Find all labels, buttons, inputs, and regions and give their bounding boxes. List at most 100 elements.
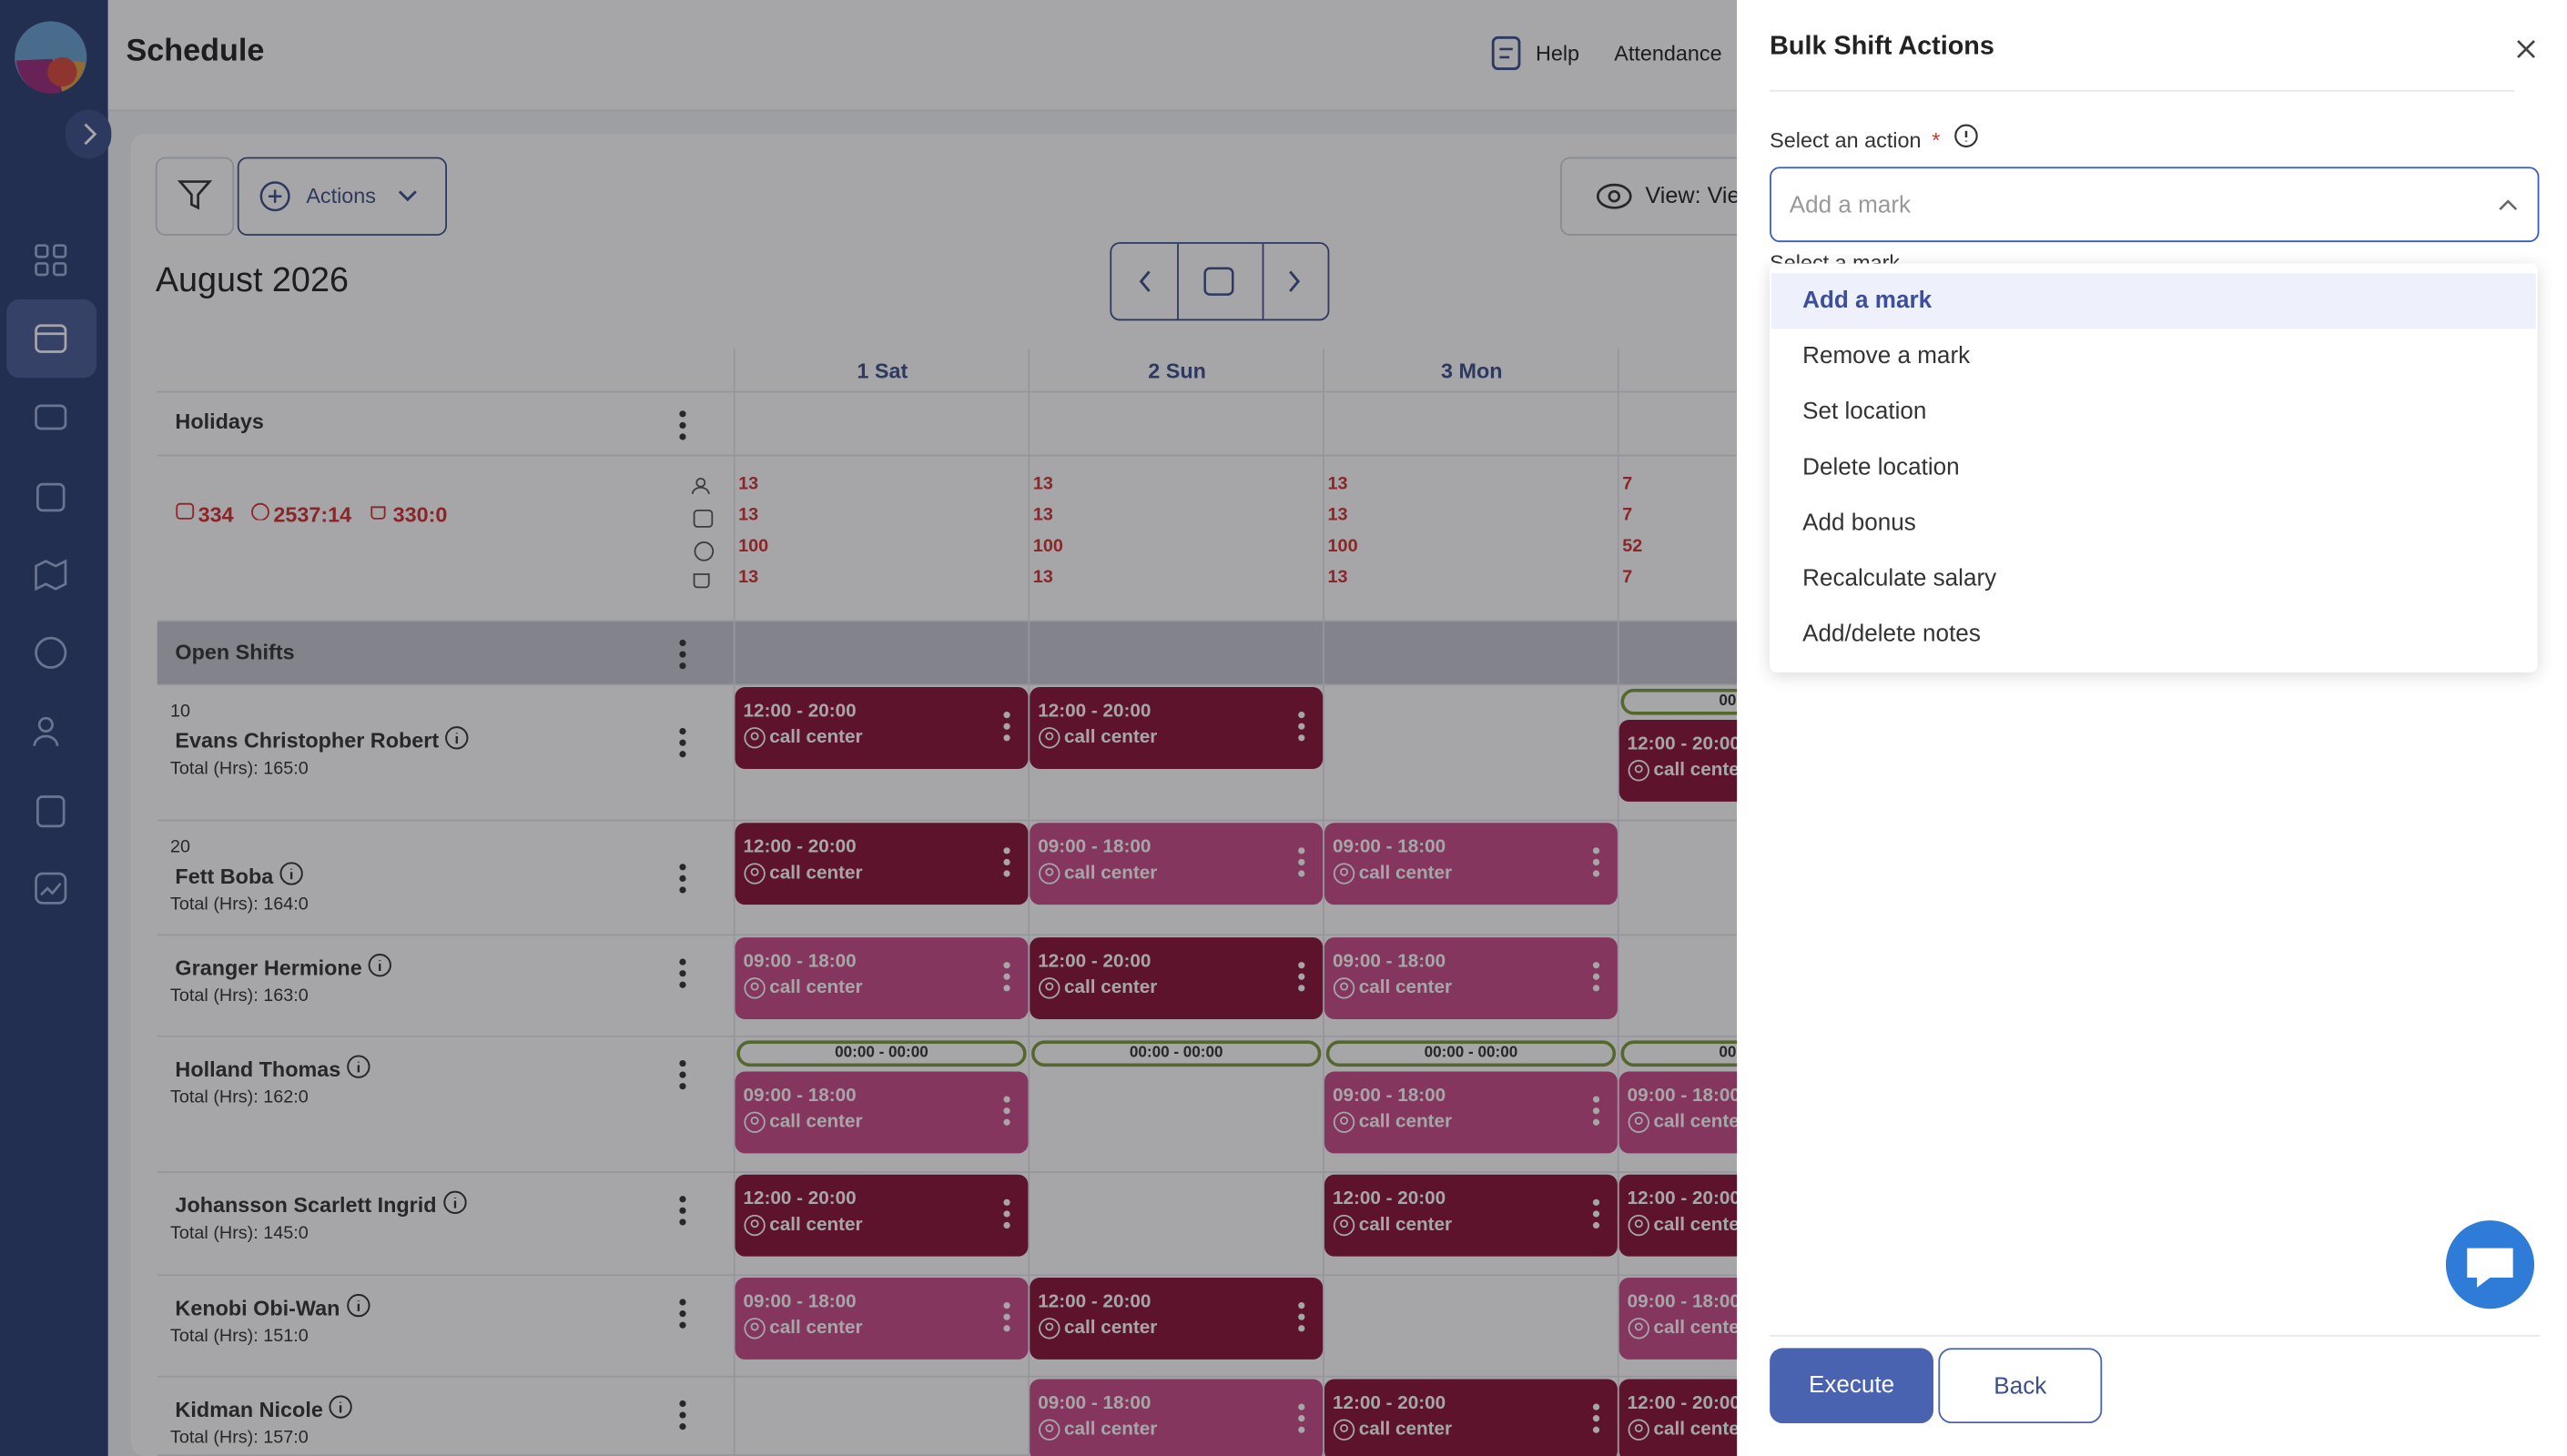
shift-cell: [1324, 685, 1619, 822]
expand-toggle[interactable]: [65, 109, 112, 159]
more-menu[interactable]: [1592, 1403, 1600, 1438]
chat-button[interactable]: [2444, 1218, 2536, 1310]
shift-cell: 00:00 - 00:00 09:00 - 18:00 call center: [1324, 1036, 1619, 1173]
more-menu[interactable]: [1003, 1096, 1010, 1130]
stat-cell: 13 13 100 13: [1030, 456, 1324, 622]
dropdown-option[interactable]: Recalculate salary: [1802, 566, 1997, 592]
shift-cell: 12:00 - 20:00 call center: [735, 821, 1030, 936]
more-menu[interactable]: [1298, 1302, 1305, 1337]
shift-block[interactable]: 09:00 - 18:00 call center: [1324, 937, 1618, 1019]
location-icon: [1039, 1318, 1060, 1340]
location-icon: [1039, 863, 1060, 885]
shift-block[interactable]: 12:00 - 20:00 call center: [735, 823, 1029, 905]
day-label: 2 Sun: [1148, 358, 1206, 383]
more-menu[interactable]: [1003, 712, 1010, 746]
more-menu[interactable]: [679, 727, 686, 763]
more-menu[interactable]: [1592, 1096, 1600, 1130]
more-menu[interactable]: [1003, 962, 1010, 996]
shift-time: 12:00 - 20:00: [1038, 952, 1152, 972]
dropdown-option[interactable]: Add a mark: [1771, 273, 2536, 329]
shift-block[interactable]: 12:00 - 20:00 call center: [735, 687, 1029, 769]
holiday-cell: [1324, 392, 1619, 457]
shift-block[interactable]: 09:00 - 18:00 call center: [735, 1071, 1029, 1154]
shift-cell: 12:00 - 20:00 call center: [735, 685, 1030, 822]
shift-cell: 00:00 - 00:00 09:00 - 18:00 call center: [735, 1036, 1030, 1173]
shift-block[interactable]: 12:00 - 20:00 call center: [1030, 1278, 1324, 1360]
info-icon[interactable]: [442, 1189, 469, 1216]
actions-button[interactable]: Actions: [237, 157, 447, 236]
stat-cell: 13 13 100 13: [1324, 456, 1619, 622]
shift-block[interactable]: 09:00 - 18:00 call center: [735, 1278, 1029, 1360]
info-icon[interactable]: [328, 1394, 354, 1421]
summary-icon: [370, 506, 386, 520]
more-menu[interactable]: [1592, 962, 1600, 996]
more-menu[interactable]: [1003, 1198, 1010, 1234]
info-icon[interactable]: [367, 952, 393, 978]
close-button[interactable]: [2513, 36, 2540, 63]
shift-location: call center: [769, 978, 863, 998]
dropdown-option[interactable]: Delete location: [1802, 454, 1960, 481]
more-menu[interactable]: [679, 1059, 686, 1095]
more-menu[interactable]: [679, 1400, 686, 1435]
shift-time: 09:00 - 18:00: [1332, 952, 1446, 972]
day-header: 3 Mon: [1324, 348, 1619, 393]
stat-icons: [691, 477, 715, 589]
sidebar: [0, 0, 112, 1456]
logo: [15, 21, 87, 94]
shift-cell: 12:00 - 20:00 call center: [1030, 935, 1324, 1037]
filter-button[interactable]: [155, 157, 235, 236]
stat-value: 13: [1327, 474, 1348, 494]
more-menu[interactable]: [1592, 1198, 1600, 1234]
more-menu[interactable]: [1003, 847, 1010, 882]
shift-block[interactable]: 09:00 - 18:00 call center: [1324, 823, 1618, 905]
more-menu[interactable]: [679, 639, 686, 674]
nav-icons[interactable]: [0, 0, 108, 1456]
more-menu[interactable]: [1298, 1403, 1305, 1438]
stat-cell: 13 13 100 13: [735, 456, 1030, 622]
shift-block[interactable]: 09:00 - 18:00 call center: [1030, 823, 1324, 905]
shift-time: 12:00 - 20:00: [1332, 1188, 1446, 1209]
field-label: Select an action: [1770, 127, 1922, 153]
more-menu[interactable]: [679, 1196, 686, 1230]
shift-block[interactable]: 12:00 - 20:00 call center: [1030, 687, 1324, 769]
stat-value: 100: [1032, 536, 1063, 557]
shift-time: 09:00 - 18:00: [1332, 1086, 1446, 1107]
back-button[interactable]: Back: [1938, 1348, 2103, 1424]
more-menu[interactable]: [679, 958, 686, 993]
more-menu[interactable]: [1298, 847, 1305, 882]
info-icon[interactable]: [279, 861, 305, 887]
dropdown-option[interactable]: Add bonus: [1802, 510, 1916, 537]
nav-link[interactable]: Help: [1535, 40, 1580, 66]
more-menu[interactable]: [1003, 1302, 1010, 1337]
dropdown-option[interactable]: Add/delete notes: [1802, 622, 1981, 648]
info-icon[interactable]: [345, 1292, 371, 1319]
shift-block[interactable]: 09:00 - 18:00 call center: [1324, 1071, 1618, 1154]
modal-backdrop[interactable]: [0, 0, 1738, 1456]
more-menu[interactable]: [679, 1299, 686, 1333]
holiday-cell: [735, 392, 1030, 457]
shift-cell: [1030, 1172, 1324, 1277]
action-select[interactable]: Add a mark: [1770, 167, 2540, 243]
more-menu[interactable]: [1592, 847, 1600, 882]
dropdown-option[interactable]: Set location: [1802, 399, 1927, 426]
more-menu[interactable]: [679, 410, 686, 445]
help-icon: [1491, 35, 1521, 70]
shift-block[interactable]: 12:00 - 20:00 call center: [735, 1174, 1029, 1257]
stat-value: 13: [738, 474, 759, 494]
shift-block[interactable]: 12:00 - 20:00 call center: [1030, 937, 1324, 1019]
nav-link[interactable]: Attendance: [1614, 40, 1722, 66]
shift-block[interactable]: 12:00 - 20:00 call center: [1324, 1174, 1618, 1257]
more-menu[interactable]: [679, 864, 686, 898]
more-menu[interactable]: [1298, 962, 1305, 996]
more-menu[interactable]: [1298, 712, 1305, 746]
shift-block[interactable]: 09:00 - 18:00 call center: [1030, 1379, 1324, 1456]
location-icon: [1039, 977, 1060, 999]
dropdown-option[interactable]: Remove a mark: [1802, 343, 1971, 370]
day-header: 2 Sun: [1030, 348, 1324, 393]
execute-button[interactable]: Execute: [1770, 1348, 1933, 1424]
shift-block[interactable]: 09:00 - 18:00 call center: [735, 937, 1029, 1019]
info-icon[interactable]: [345, 1054, 371, 1080]
summary-row: 334 2537:14 330:0: [157, 456, 736, 622]
shift-block[interactable]: 12:00 - 20:00 call center: [1324, 1379, 1618, 1456]
info-icon[interactable]: [443, 724, 470, 751]
